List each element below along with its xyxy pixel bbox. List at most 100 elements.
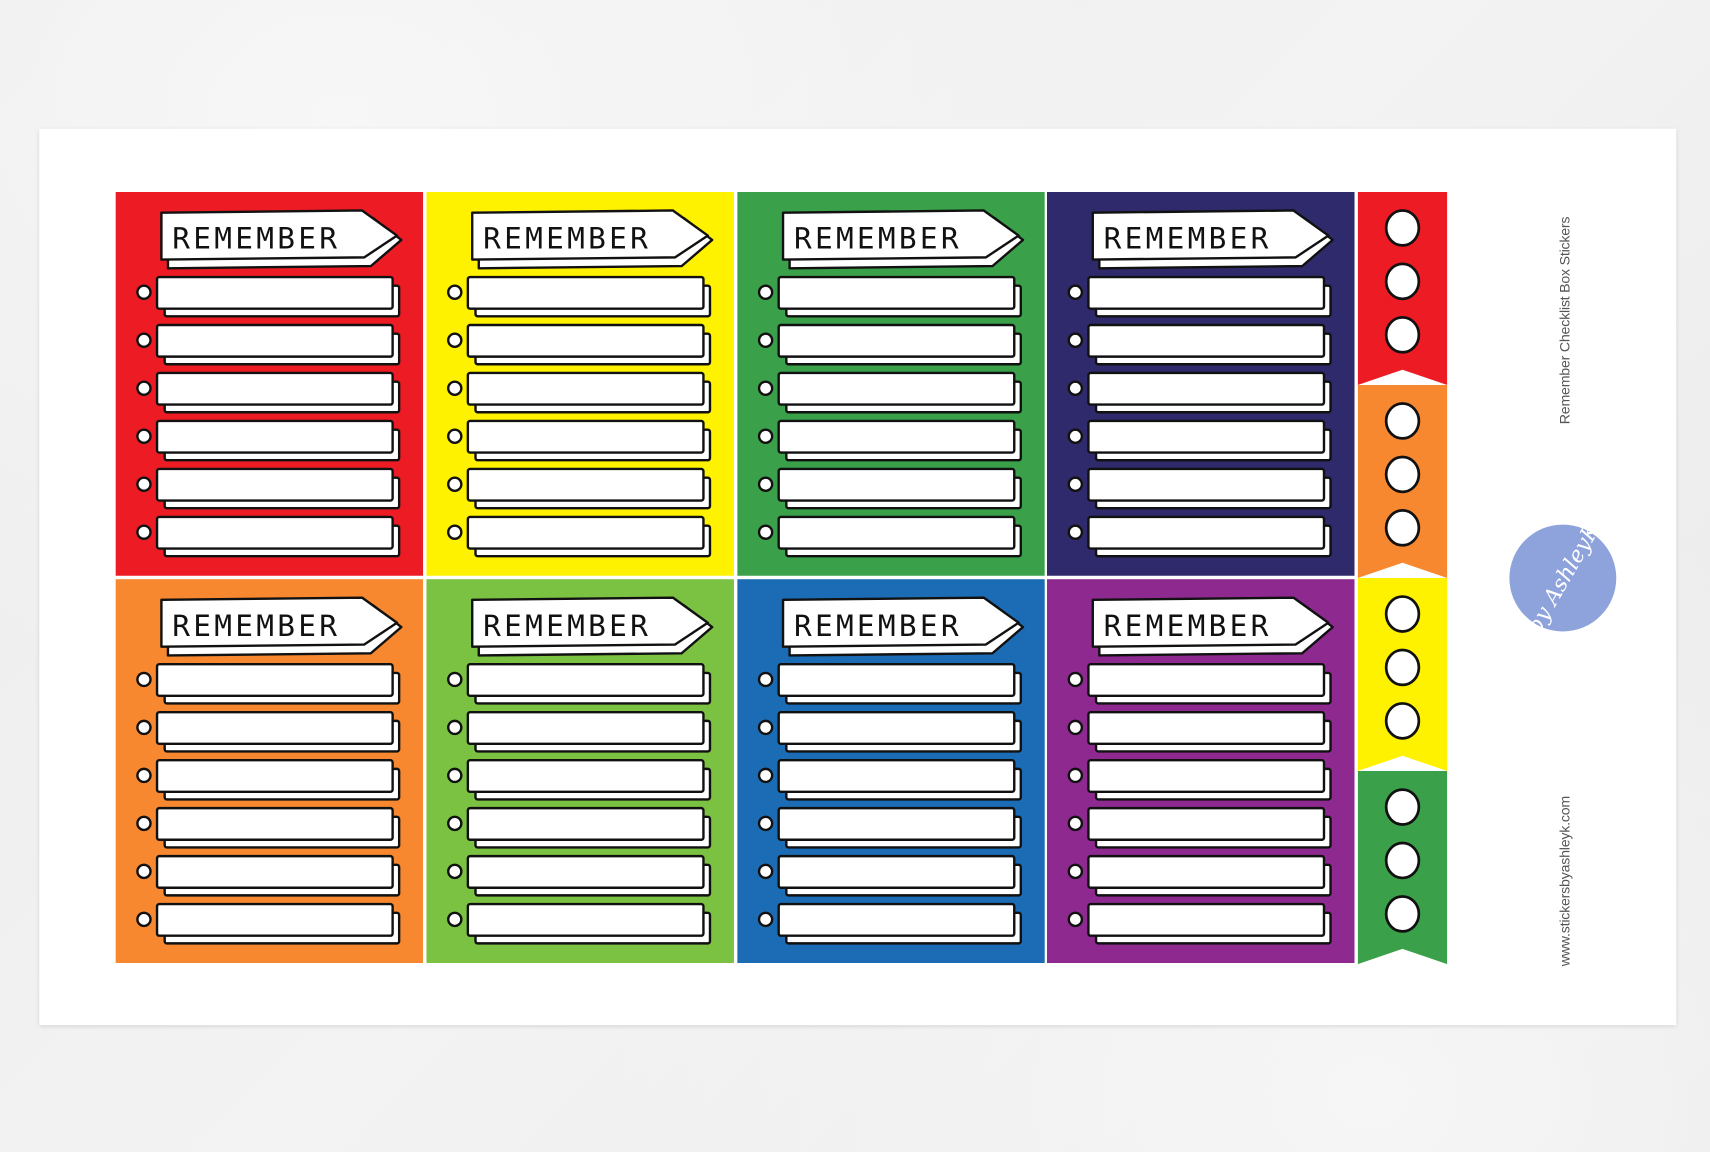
flag-checkbox-circle: [1384, 895, 1421, 933]
remember-banner: [160, 209, 399, 261]
checklist-line: [777, 275, 1016, 310]
checklist-box-sticker: REMEMBER: [737, 579, 1045, 963]
checklist-line: [777, 323, 1016, 358]
checkbox-circle: [447, 428, 463, 444]
checkbox-circle: [447, 476, 463, 492]
flag-checkbox-circle: [1384, 402, 1421, 440]
checklist-box-sticker: REMEMBER: [426, 579, 734, 963]
checklist-line: [1087, 902, 1326, 937]
banner-heading: REMEMBER: [172, 222, 340, 256]
checkbox-circle: [136, 284, 152, 301]
checklist-line: [777, 419, 1016, 454]
checkbox-circle: [447, 719, 463, 736]
checkbox-circle: [1067, 428, 1084, 444]
checkbox-circle: [447, 815, 463, 832]
checklist-box-graphic: REMEMBER: [115, 191, 424, 576]
checklist-box-graphic: REMEMBER: [115, 579, 424, 963]
checkbox-circle: [1067, 671, 1084, 688]
remember-banner: [471, 209, 709, 261]
flag-strip: [1357, 191, 1448, 965]
checklist-line: [155, 323, 394, 358]
checkbox-circle: [136, 863, 152, 880]
checkbox-circle: [757, 671, 774, 688]
checklist-box-graphic: REMEMBER: [1046, 579, 1355, 963]
checklist-line: [155, 662, 394, 698]
checkbox-circle: [1067, 524, 1084, 540]
checklist-line: [155, 419, 394, 454]
flag-checkbox-circle: [1384, 648, 1421, 687]
checkbox-circle: [757, 863, 774, 880]
checklist-box-sticker: REMEMBER: [426, 191, 734, 576]
checkbox-circle: [757, 524, 774, 540]
checkbox-circle: [1067, 284, 1084, 301]
banner-heading: REMEMBER: [483, 609, 651, 643]
checklist-line: [466, 275, 705, 310]
checkbox-circle: [447, 284, 463, 301]
checkbox-circle: [1067, 476, 1084, 492]
checklist-line: [155, 515, 394, 550]
checklist-box-graphic: REMEMBER: [737, 191, 1045, 576]
banner-heading: REMEMBER: [483, 222, 651, 256]
checkbox-circle: [757, 767, 774, 784]
checkbox-circle: [757, 332, 774, 349]
checkbox-circle: [757, 380, 774, 396]
checkbox-circle: [447, 524, 463, 540]
checklist-line: [466, 662, 705, 698]
banner-heading: REMEMBER: [794, 609, 962, 643]
checkbox-circle: [1067, 815, 1084, 832]
remember-banner: [160, 596, 399, 648]
flag-checkbox-circle: [1384, 209, 1421, 247]
checklist-line: [155, 371, 394, 406]
checklist-box-graphic: REMEMBER: [737, 579, 1045, 963]
checklist-line: [155, 275, 394, 310]
checklist-line: [155, 467, 394, 502]
checkbox-circle: [1067, 332, 1084, 349]
checklist-box-sticker: REMEMBER: [115, 579, 424, 963]
checkbox-circle: [757, 476, 774, 492]
checklist-box-graphic: REMEMBER: [426, 579, 734, 963]
checklist-line: [777, 662, 1016, 698]
checklist-line: [466, 371, 705, 406]
flag-checkbox-circle: [1384, 788, 1421, 826]
checkbox-circle: [136, 671, 152, 688]
flag-checkbox-circle: [1384, 595, 1421, 633]
flag-checkbox-circle: [1384, 841, 1421, 880]
checklist-line: [466, 323, 705, 358]
checklist-line: [466, 515, 705, 550]
checklist-line: [155, 902, 394, 937]
banner-heading: REMEMBER: [1104, 222, 1272, 256]
checklist-line: [466, 854, 705, 889]
remember-banner: [781, 209, 1020, 261]
flag-checkbox-circle: [1384, 316, 1421, 354]
checklist-line: [777, 758, 1016, 793]
checklist-line: [1087, 515, 1326, 550]
checklist-line: [1087, 419, 1326, 454]
checklist-line: [155, 806, 394, 841]
checklist-line: [466, 710, 705, 745]
checklist-line: [155, 710, 394, 745]
checklist-line: [1087, 710, 1326, 745]
sheet-title: Remember Checklist Box Stickers: [1556, 216, 1573, 425]
checklist-line: [1087, 806, 1326, 841]
logo-text: by AshleyK: [1520, 518, 1605, 638]
checklist-box-sticker: REMEMBER: [1046, 191, 1355, 576]
banner-heading: REMEMBER: [794, 222, 962, 256]
checklist-line: [466, 758, 705, 793]
remember-banner: [781, 596, 1020, 648]
banner-heading: REMEMBER: [172, 609, 340, 643]
checklist-line: [155, 854, 394, 889]
checkbox-circle: [1067, 719, 1084, 736]
checklist-line: [1087, 371, 1326, 406]
checklist-box-graphic: REMEMBER: [426, 191, 734, 576]
checklist-box-graphic: REMEMBER: [1046, 191, 1355, 576]
checkbox-circle: [1067, 863, 1084, 880]
checkbox-circle: [447, 380, 463, 396]
checklist-line: [466, 806, 705, 841]
checkbox-circle: [1067, 911, 1084, 928]
checklist-line: [1087, 467, 1326, 502]
checkbox-circle: [447, 863, 463, 880]
remember-banner: [1091, 209, 1330, 261]
checkbox-circle: [136, 911, 152, 928]
checklist-line: [777, 467, 1016, 502]
checklist-line: [466, 467, 705, 502]
